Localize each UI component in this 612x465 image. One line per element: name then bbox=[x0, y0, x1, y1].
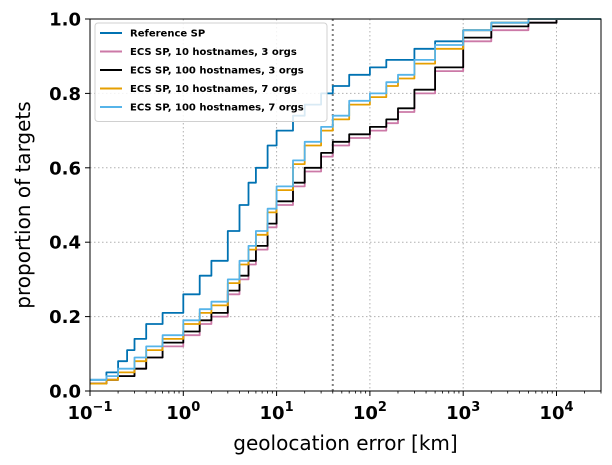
legend-label: ECS SP, 100 hostnames, 7 orgs bbox=[130, 103, 304, 114]
x-tick-label: 102 bbox=[353, 400, 387, 424]
y-ticks: 0.0 0.2 0.4 0.6 0.8 1.0 bbox=[49, 10, 90, 403]
x-tick-label: 104 bbox=[539, 400, 573, 424]
x-tick-label: 101 bbox=[260, 400, 294, 424]
x-tick-label: 10−1 bbox=[67, 400, 112, 424]
x-axis-label: geolocation error [km] bbox=[233, 431, 457, 455]
series-line-1 bbox=[90, 18, 601, 381]
x-tick-label: 103 bbox=[446, 400, 480, 424]
legend-label: ECS SP, 100 hostnames, 3 orgs bbox=[130, 66, 304, 77]
y-tick-label: 0.4 bbox=[49, 233, 81, 254]
legend: Reference SP ECS SP, 10 hostnames, 3 orgs… bbox=[94, 22, 328, 122]
legend-label: ECS SP, 10 hostnames, 3 orgs bbox=[130, 47, 297, 58]
plot-frame bbox=[89, 18, 602, 392]
y-tick-label: 0.0 bbox=[49, 382, 81, 403]
legend-box bbox=[94, 22, 328, 122]
x-ticks: 10−1 100 101 102 103 104 bbox=[67, 391, 602, 424]
series-line-5 bbox=[90, 18, 601, 381]
y-tick-label: 0.6 bbox=[49, 158, 81, 179]
legend-label: ECS SP, 10 hostnames, 7 orgs bbox=[130, 84, 297, 95]
y-tick-label: 0.8 bbox=[49, 84, 81, 105]
y-axis-label: proportion of targets bbox=[11, 101, 35, 308]
y-tick-label: 1.0 bbox=[49, 10, 81, 31]
x-tick-label: 100 bbox=[166, 400, 200, 424]
legend-label: Reference SP bbox=[130, 29, 205, 40]
y-tick-label: 0.2 bbox=[49, 307, 81, 328]
series-lines bbox=[90, 18, 601, 385]
